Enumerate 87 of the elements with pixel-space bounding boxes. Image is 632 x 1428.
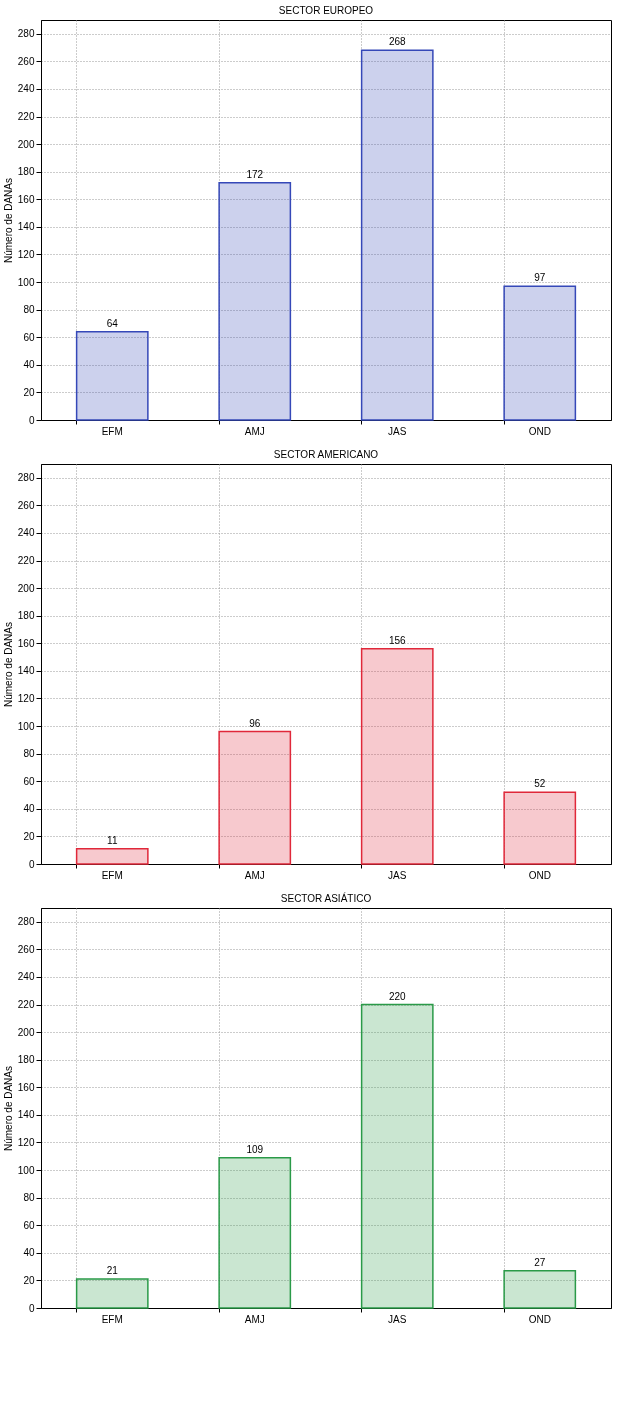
y-tick-label: 260 — [17, 499, 35, 511]
data-label: 21 — [106, 1265, 119, 1277]
y-tick-label: 20 — [23, 1274, 35, 1286]
y-tick-label: 120 — [17, 692, 35, 704]
y-tick-label: 100 — [17, 1164, 35, 1176]
x-tick-label: JAS — [388, 869, 407, 881]
y-tick-label: 180 — [17, 1054, 35, 1066]
data-label: 11 — [107, 834, 118, 846]
bar — [503, 791, 577, 865]
y-tick-label: 280 — [17, 28, 35, 40]
x-tick-label: OND — [528, 425, 551, 437]
x-tick-label: AMJ — [244, 869, 265, 881]
y-tick-label: 0 — [28, 414, 35, 426]
x-tick-label: OND — [528, 869, 551, 881]
x-tick-label: EFM — [101, 425, 123, 437]
y-tick-label: 220 — [17, 111, 35, 123]
y-tick-label: 0 — [28, 858, 35, 870]
y-tick-label: 40 — [23, 359, 35, 371]
y-tick-label: 260 — [17, 943, 35, 955]
y-tick-label: 180 — [17, 610, 35, 622]
y-tick-label: 120 — [17, 248, 35, 260]
y-tick-label: 220 — [17, 999, 35, 1011]
bar — [503, 1270, 577, 1309]
x-tick-label: AMJ — [244, 1313, 265, 1325]
y-tick-label: 80 — [23, 304, 35, 316]
y-tick-label: 120 — [17, 1136, 35, 1148]
y-tick-label: 20 — [23, 386, 35, 398]
y-tick-label: 140 — [17, 665, 35, 677]
y-axis-title: Número de DANAs — [2, 177, 14, 264]
y-tick-label: 160 — [17, 193, 35, 205]
y-tick-label: 220 — [17, 555, 35, 567]
data-label: 109 — [246, 1143, 264, 1155]
y-tick-label: 80 — [23, 748, 35, 760]
y-tick-label: 140 — [17, 1109, 35, 1121]
y-tick-label: 200 — [17, 1026, 35, 1038]
data-label: 172 — [246, 168, 264, 180]
y-tick-label: 160 — [17, 1081, 35, 1093]
bar — [218, 1156, 292, 1309]
y-tick-label: 240 — [17, 527, 35, 539]
data-label: 52 — [534, 778, 546, 790]
data-label: 27 — [534, 1256, 546, 1268]
bar — [360, 1003, 434, 1309]
data-label: 96 — [249, 717, 261, 729]
y-tick-label: 100 — [17, 276, 35, 288]
y-tick-label: 40 — [23, 1247, 35, 1259]
y-tick-label: 60 — [23, 775, 35, 787]
y-tick-label: 160 — [17, 637, 35, 649]
y-tick-label: 180 — [17, 166, 35, 178]
y-tick-label: 140 — [17, 221, 35, 233]
y-tick-label: 60 — [23, 1219, 35, 1231]
x-tick-label: EFM — [101, 869, 123, 881]
bar — [75, 1278, 149, 1309]
y-axis-title: Número de DANAs — [2, 1065, 14, 1152]
y-tick-label: 260 — [17, 55, 35, 67]
x-tick-label: EFM — [101, 1313, 123, 1325]
bar — [218, 182, 292, 421]
bar — [503, 285, 577, 421]
y-tick-label: 280 — [17, 472, 35, 484]
y-tick-label: 200 — [17, 582, 35, 594]
x-tick-label: JAS — [388, 425, 407, 437]
y-tick-label: 60 — [23, 331, 35, 343]
y-tick-label: 100 — [17, 720, 35, 732]
data-label: 97 — [534, 272, 546, 284]
chart-title: SECTOR AMERICANO — [273, 449, 379, 460]
y-tick-label: 240 — [17, 971, 35, 983]
y-tick-label: 20 — [23, 830, 35, 842]
bar — [218, 730, 292, 865]
y-tick-label: 40 — [23, 803, 35, 815]
y-tick-label: 200 — [17, 138, 35, 150]
bar — [360, 648, 434, 865]
bar — [75, 330, 149, 421]
y-tick-label: 0 — [28, 1302, 35, 1314]
data-label: 64 — [106, 317, 119, 329]
y-tick-label: 280 — [17, 916, 35, 928]
y-tick-label: 80 — [23, 1192, 35, 1204]
y-axis-title: Número de DANAs — [2, 621, 14, 708]
y-tick-label: 240 — [17, 83, 35, 95]
x-tick-label: OND — [528, 1313, 551, 1325]
bar — [360, 49, 434, 421]
chart-title: SECTOR EUROPEO — [278, 5, 374, 16]
data-label: 156 — [388, 634, 407, 646]
x-tick-label: AMJ — [244, 425, 265, 437]
data-label: 268 — [388, 36, 407, 48]
data-label: 220 — [388, 990, 407, 1002]
bar — [75, 848, 149, 865]
chart-title: SECTOR ASIÁTICO — [280, 892, 372, 904]
x-tick-label: JAS — [388, 1313, 407, 1325]
